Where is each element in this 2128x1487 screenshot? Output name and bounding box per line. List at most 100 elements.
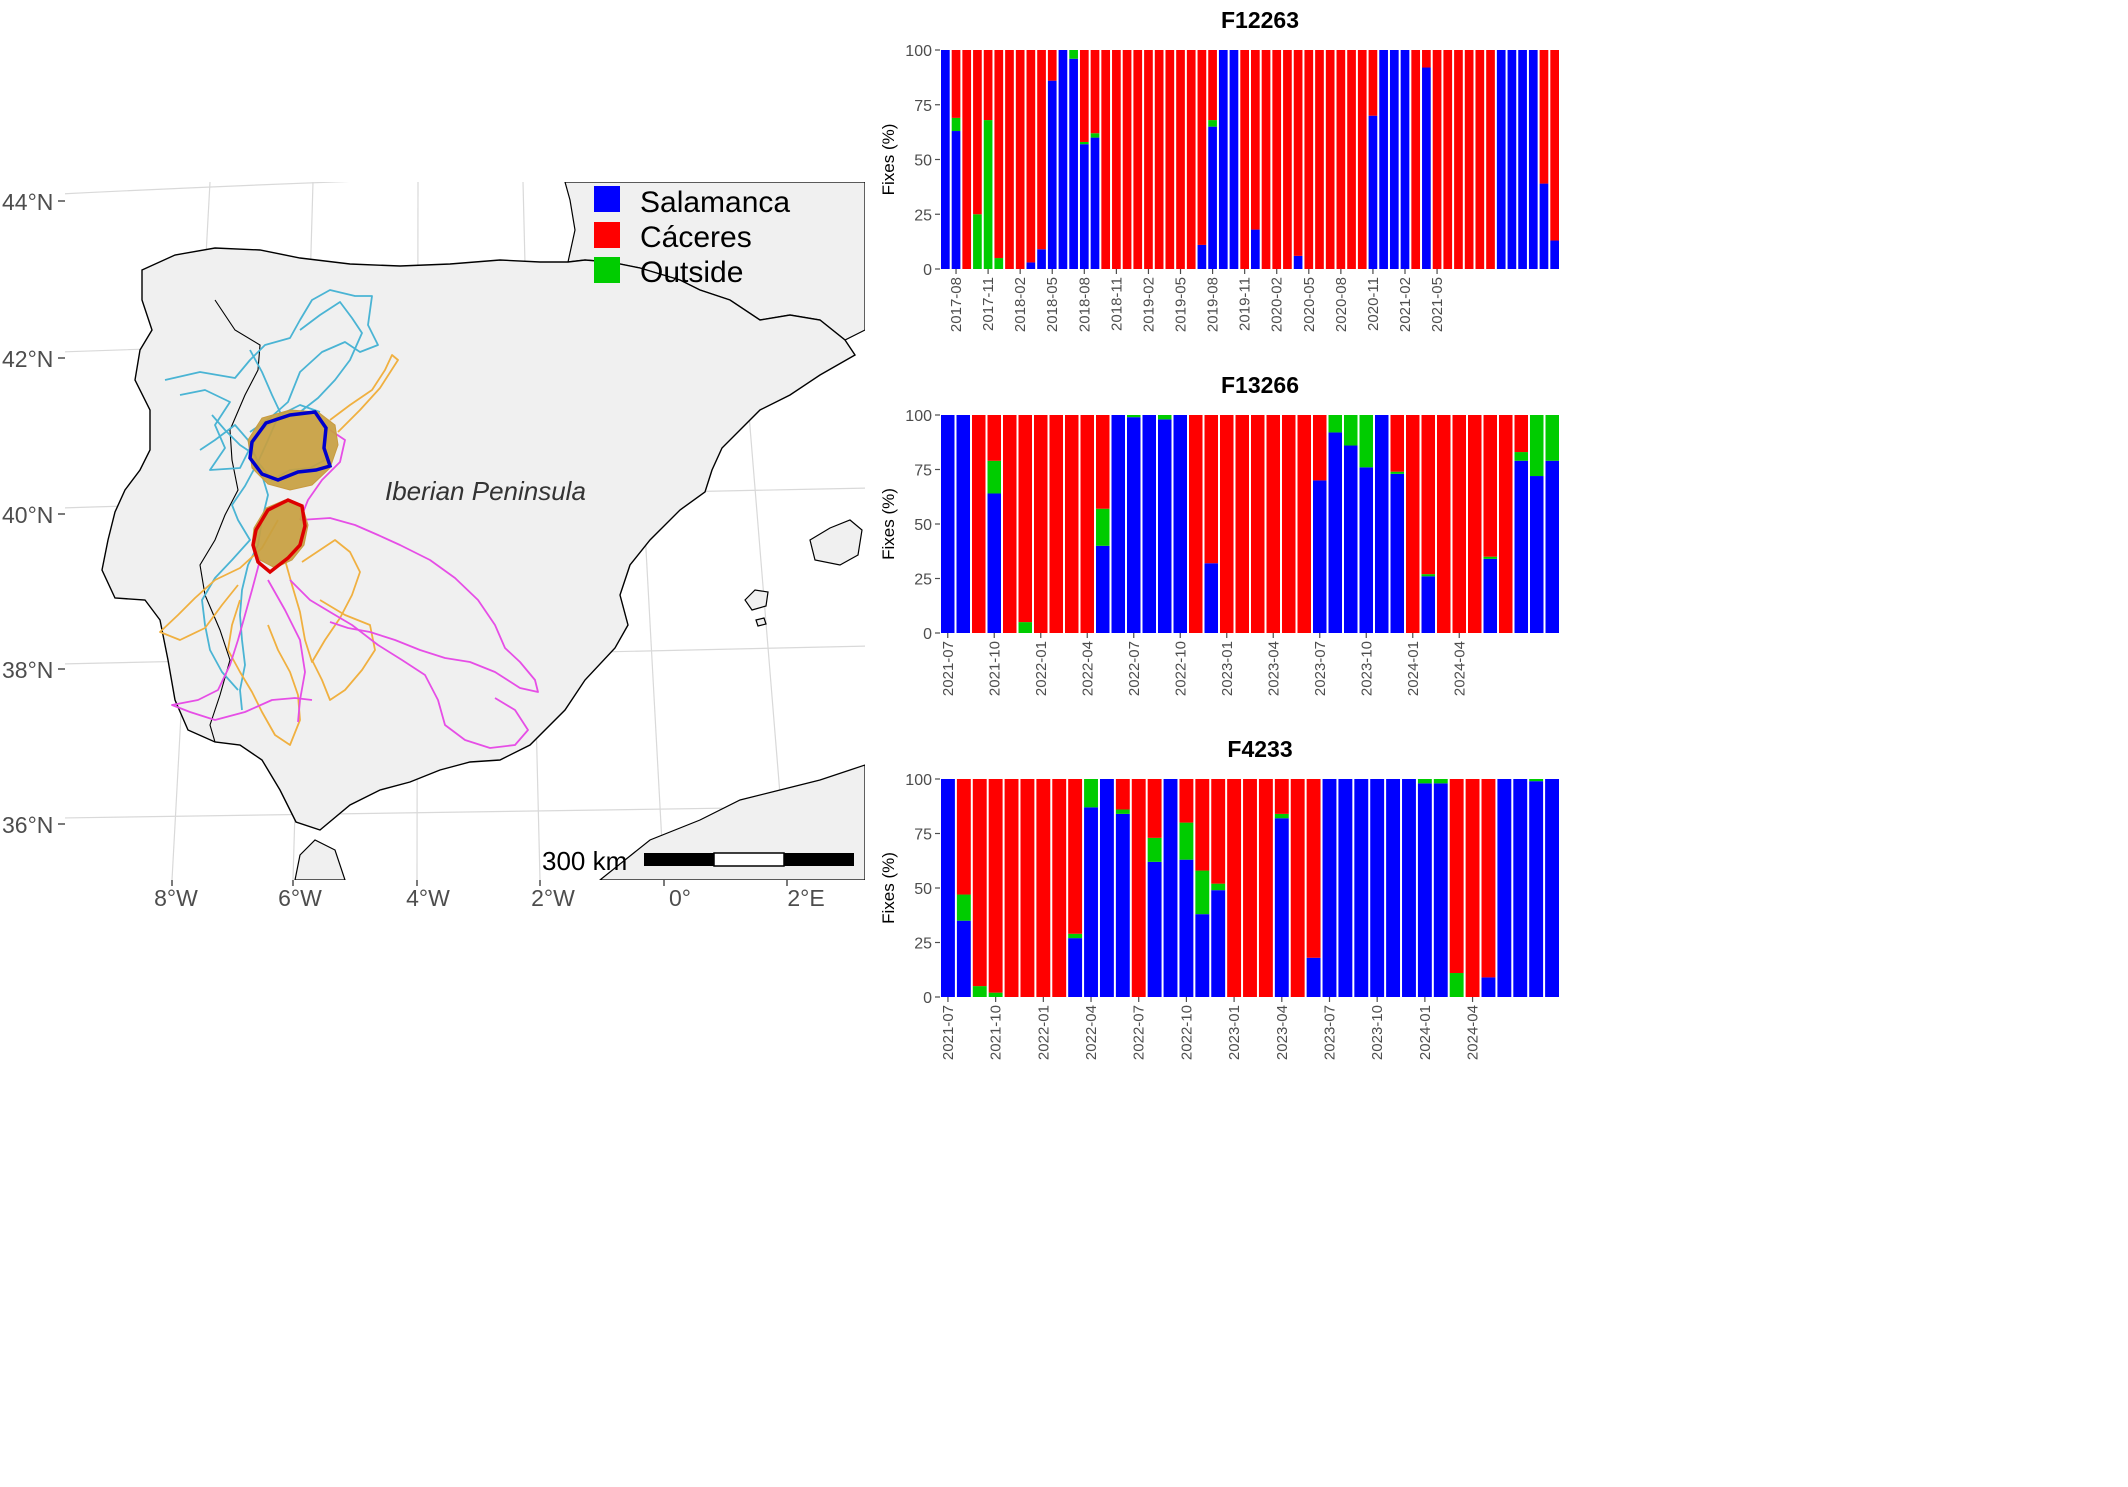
track-orange-5: [311, 599, 376, 701]
map-lat-labels: 44°N 42°N 40°N 38°N 36°N: [2, 189, 65, 838]
x-tick-label: 2024-04: [1451, 641, 1468, 696]
x-tick-label: 2020-02: [1269, 277, 1286, 332]
bar-segment-salamanca: [1293, 255, 1303, 269]
bar-segment-caceres: [1539, 50, 1549, 184]
bar-segment-salamanca: [1539, 183, 1549, 269]
bar-segment-salamanca: [1507, 50, 1517, 269]
bar-segment-caceres: [1204, 415, 1218, 564]
bar-segment-caceres: [1026, 50, 1036, 263]
x-tick-label: 2023-04: [1274, 1005, 1291, 1060]
bar-segment-salamanca: [1096, 545, 1110, 633]
bar-segment-caceres: [1005, 50, 1014, 269]
chart-panel-f13266: F13266 Fixes (%) 0 25 50 75 100 2021-07 2021-10 2…: [879, 372, 1560, 696]
x-tick-label: 2023-04: [1265, 641, 1282, 696]
y-tick-label: 50: [914, 153, 932, 170]
bar-segment-salamanca: [956, 415, 970, 633]
bar-segment-caceres: [1101, 50, 1111, 269]
bar-segment-outside: [1158, 415, 1172, 420]
track-orange-4: [227, 599, 301, 746]
bar-segment-salamanca: [1550, 240, 1559, 269]
bar-segment-salamanca: [1142, 415, 1156, 633]
bar-segment-caceres: [1197, 50, 1207, 245]
bar-segment-outside: [988, 992, 1003, 997]
x-tick-label: 2021-07: [940, 641, 957, 696]
map-legend: Salamanca Cáceres Outside: [594, 186, 790, 289]
bar-segment-caceres: [1464, 50, 1474, 269]
bar-segment-caceres: [956, 779, 971, 895]
bar-segment-caceres: [972, 415, 986, 633]
bar-segment-caceres: [1144, 50, 1153, 269]
x-tick-label: 2023-01: [1219, 641, 1236, 696]
bar-segment-salamanca: [951, 131, 961, 269]
bar-segment-outside: [1433, 779, 1448, 784]
bar-segment-salamanca: [1402, 779, 1416, 997]
x-tick-label: 2022-01: [1033, 641, 1050, 696]
bar-segment-caceres: [1481, 779, 1496, 978]
y-tick-label: 25: [914, 572, 932, 589]
bar-segment-caceres: [1154, 50, 1164, 269]
bar-segment-outside: [956, 894, 971, 921]
legend-label-salamanca: Salamanca: [640, 186, 790, 219]
x-tick-label: 2019-11: [1237, 277, 1254, 331]
bar-segment-salamanca: [1513, 779, 1528, 997]
bar-segment-caceres: [1020, 779, 1035, 997]
bar-segment-caceres: [1514, 415, 1528, 453]
track-magenta-3: [171, 559, 313, 721]
bar-segment-caceres: [1468, 415, 1482, 633]
salamanca-core-outline: [248, 410, 333, 482]
bar-segment-caceres: [1251, 50, 1260, 230]
track-cyan-1: [164, 289, 379, 433]
bar-segment-caceres: [1315, 50, 1324, 269]
bar-segment-outside: [1530, 415, 1544, 477]
bar-segment-caceres: [1465, 779, 1480, 997]
bar-segment-caceres: [1550, 50, 1559, 241]
bar-segment-salamanca: [1545, 460, 1559, 633]
y-axis-label: Fixes (%): [879, 488, 898, 560]
bar-segment-caceres: [1122, 50, 1132, 269]
lat-label-44: 44°N: [2, 189, 53, 215]
legend-swatch-salamanca: [594, 186, 620, 212]
bar-segment-outside: [1147, 837, 1162, 862]
bar-segment-salamanca: [1084, 807, 1098, 997]
bar-segment-salamanca: [941, 50, 950, 269]
bar-segment-salamanca: [1218, 50, 1228, 269]
lat-label-38: 38°N: [2, 657, 53, 683]
y-tick-label: 0: [923, 262, 932, 279]
x-tick-label: 2021-10: [986, 641, 1003, 696]
bar-segment-caceres: [1080, 415, 1094, 633]
track-cyan-3: [201, 349, 281, 691]
bar-segment-salamanca: [1204, 563, 1218, 633]
bar-segment-caceres: [1290, 779, 1305, 997]
bar-segment-caceres: [1034, 415, 1048, 633]
x-tick-label: 2024-01: [1405, 641, 1422, 696]
bar-segment-caceres: [1390, 415, 1404, 472]
lat-label-36: 36°N: [2, 812, 53, 838]
bar-segment-salamanca: [1530, 476, 1544, 633]
x-tick-label: 2021-05: [1429, 277, 1446, 332]
lon-label-2w: 2°W: [531, 885, 575, 911]
formentera-island: [755, 617, 767, 627]
bar-segment-caceres: [1036, 779, 1051, 997]
bar-segment-outside: [1079, 141, 1089, 145]
bar-segment-caceres: [1411, 50, 1421, 269]
bar-segment-salamanca: [1111, 415, 1125, 633]
bar-segment-salamanca: [1386, 779, 1401, 997]
bar-segment-salamanca: [1229, 50, 1239, 269]
bar-segment-caceres: [1357, 50, 1367, 269]
x-tick-label: 2020-08: [1333, 277, 1350, 332]
bar-segment-caceres: [1325, 50, 1335, 269]
bar-segment-caceres: [1015, 50, 1025, 269]
track-magenta-5: [267, 579, 306, 723]
bar-segment-salamanca: [1099, 779, 1114, 997]
x-tick-label: 2019-05: [1173, 277, 1190, 332]
bar-segment-salamanca: [1068, 938, 1083, 997]
scale-bar-segment-1: [644, 853, 714, 866]
bar-segment-caceres: [1047, 50, 1057, 81]
bar-segment-outside: [1096, 508, 1110, 546]
bar-segment-outside: [1359, 415, 1373, 468]
bar-segment-caceres: [1037, 50, 1046, 250]
track-orange-1: [329, 354, 399, 433]
y-tick-label: 25: [914, 936, 932, 953]
bar-segment-salamanca: [1370, 779, 1385, 997]
bar-segment-salamanca: [1421, 576, 1435, 633]
